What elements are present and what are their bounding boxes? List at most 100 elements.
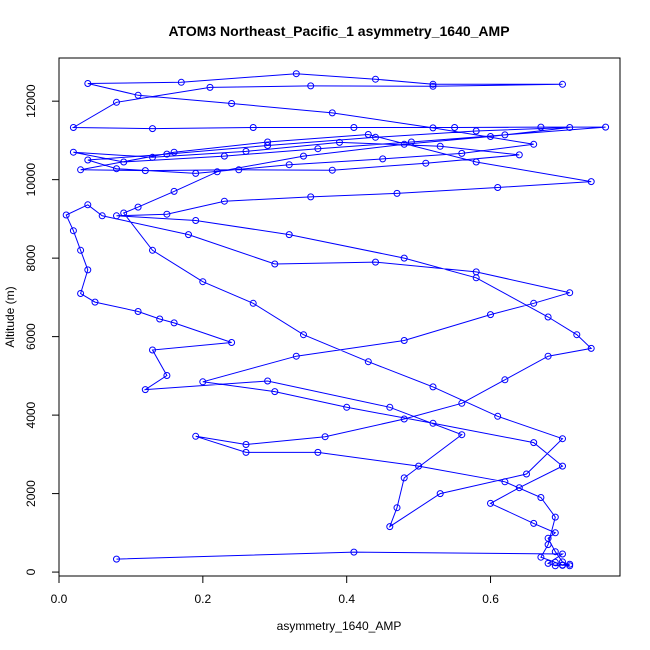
data-point [602,123,610,131]
data-point [551,558,559,566]
x-tick-label: 0.6 [482,592,499,606]
data-point [364,358,372,366]
data-point [487,499,494,507]
data-point [264,377,272,385]
data-point [141,167,149,175]
data-point [134,91,142,99]
plot-frame [58,57,621,577]
data-point [249,299,257,307]
data-point [393,189,401,197]
data-point [213,168,221,176]
chart-title: ATOM3 Northeast_Pacific_1 asymmetry_1640… [168,23,509,39]
data-point [62,211,70,219]
data-point [400,474,408,482]
data-point [220,152,228,160]
data-point [436,490,444,498]
data-point [321,433,329,441]
x-tick-label: 0.2 [195,592,212,606]
data-point [551,513,559,521]
data-point [566,289,574,297]
y-tick-label: 6000 [24,323,38,350]
y-tick-label: 0 [24,568,38,575]
data-point [192,217,200,224]
data-point [472,274,480,282]
data-point [264,138,272,146]
data-point [113,212,120,220]
data-point [84,201,92,209]
y-tick-label: 10000 [24,163,38,197]
data-point [149,346,156,354]
data-point [84,80,92,87]
data-point [328,166,336,174]
data-point [84,156,92,164]
data-point [149,153,156,161]
data-point [501,376,509,384]
data-point [422,159,430,167]
data-point [134,203,142,211]
data-point [336,138,343,146]
data-point [537,123,545,131]
data-point [372,75,379,83]
data-point [220,197,228,205]
data-point [530,140,538,148]
data-point [559,561,566,569]
data-point [458,399,466,407]
data-point [113,555,120,563]
data-point [566,124,574,131]
data-point [177,78,185,86]
data-point [350,548,358,556]
y-axis-label: Altitude (m) [3,286,17,347]
data-point [530,299,538,307]
data-point [120,209,128,217]
data-point [436,142,444,150]
data-point [185,231,192,239]
data-point [199,378,207,386]
data-point [544,541,552,549]
x-tick-label: 0.0 [51,592,68,606]
data-point [372,258,379,266]
series-line [65,73,606,567]
series-layer [62,70,610,570]
data-point [163,210,171,218]
data-point [170,319,178,327]
data-point [429,82,437,90]
data-point [400,415,408,423]
data-point [163,372,171,379]
data-point [537,553,545,561]
x-axis-label: asymmetry_1640_AMP [277,619,402,633]
data-point [192,169,200,177]
data-point [149,125,156,133]
data-point [314,448,322,456]
data-point [544,559,552,567]
x-axis: 0.0 0.2 0.4 0.6 [51,576,499,606]
data-point [249,124,257,131]
data-point [149,246,156,254]
y-tick-label: 12000 [24,84,38,118]
data-point [530,439,538,447]
data-point [113,165,120,173]
data-point [206,83,214,91]
data-point [242,441,250,448]
data-point [429,383,437,391]
data-point [300,331,307,339]
data-point [494,412,502,420]
data-point [559,80,566,88]
data-point [242,448,250,456]
data-point [242,147,250,155]
data-point [69,124,77,131]
y-tick-label: 8000 [24,244,38,271]
data-point [530,519,538,527]
data-point [120,158,128,166]
data-point [91,298,99,306]
data-point [515,484,523,492]
data-point [98,212,106,220]
data-point [487,133,494,140]
data-point [156,315,164,323]
data-point [285,231,293,239]
data-point [407,138,415,146]
data-point [386,523,394,531]
data-point [501,478,509,486]
data-point [458,431,466,439]
data-point [537,494,545,501]
